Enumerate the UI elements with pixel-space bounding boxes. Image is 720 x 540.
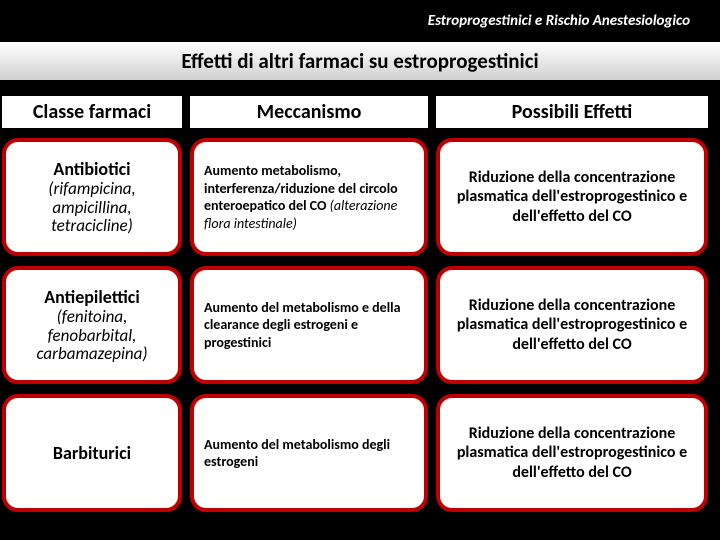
table-row: Antiepilettici (fenitoina, fenobarbital,… — [2, 266, 718, 384]
cell-effect: Riduzione della concentrazione plasmatic… — [436, 138, 708, 256]
cell-effect: Riduzione della concentrazione plasmatic… — [436, 266, 708, 384]
column-header-mechanism: Meccanismo — [190, 96, 428, 128]
column-header-class: Classe farmaci — [2, 96, 182, 128]
table-row: Barbiturici Aumento del metabolismo degl… — [2, 394, 718, 512]
mechanism-text: Aumento del metabolismo degli estrogeni — [204, 436, 414, 471]
header-strip: Estroprogestinici e Rischio Anestesiolog… — [0, 0, 720, 42]
mechanism-text: Aumento del metabolismo e della clearanc… — [204, 299, 414, 352]
cell-mechanism: Aumento metabolismo, interferenza/riduzi… — [190, 138, 428, 256]
effect-text: Riduzione della concentrazione plasmatic… — [450, 168, 694, 226]
column-header-effects: Possibili Effetti — [436, 96, 708, 128]
cell-mechanism: Aumento del metabolismo e della clearanc… — [190, 266, 428, 384]
cell-mechanism: Aumento del metabolismo degli estrogeni — [190, 394, 428, 512]
class-name: Antiepilettici — [16, 286, 168, 308]
mechanism-main: Aumento del metabolismo e della clearanc… — [204, 299, 401, 351]
cell-class: Antibiotici (rifampicina, ampicillina, t… — [2, 138, 182, 256]
class-name: Antibiotici — [16, 158, 168, 180]
cell-class: Barbiturici — [2, 394, 182, 512]
page-header-title: Estroprogestinici e Rischio Anestesiolog… — [428, 12, 690, 30]
cell-effect: Riduzione della concentrazione plasmatic… — [436, 394, 708, 512]
effect-text: Riduzione della concentrazione plasmatic… — [450, 296, 694, 354]
class-name: Barbiturici — [16, 442, 168, 464]
mechanism-main: Aumento del metabolismo degli estrogeni — [204, 436, 390, 471]
table-row: Antibiotici (rifampicina, ampicillina, t… — [2, 138, 718, 256]
column-headers: Classe farmaci Meccanismo Possibili Effe… — [0, 96, 720, 128]
class-sub: (rifampicina, ampicillina, tetracicline) — [16, 180, 168, 236]
table-body: Antibiotici (rifampicina, ampicillina, t… — [0, 128, 720, 512]
subtitle-bar: Effetti di altri farmaci su estroprogest… — [0, 42, 720, 80]
subtitle-text: Effetti di altri farmaci su estroprogest… — [181, 48, 538, 74]
mechanism-text: Aumento metabolismo, interferenza/riduzi… — [204, 162, 414, 232]
effect-text: Riduzione della concentrazione plasmatic… — [450, 424, 694, 482]
class-sub: (fenitoina, fenobarbital, carbamazepina) — [16, 308, 168, 364]
spacer — [0, 80, 720, 96]
cell-class: Antiepilettici (fenitoina, fenobarbital,… — [2, 266, 182, 384]
